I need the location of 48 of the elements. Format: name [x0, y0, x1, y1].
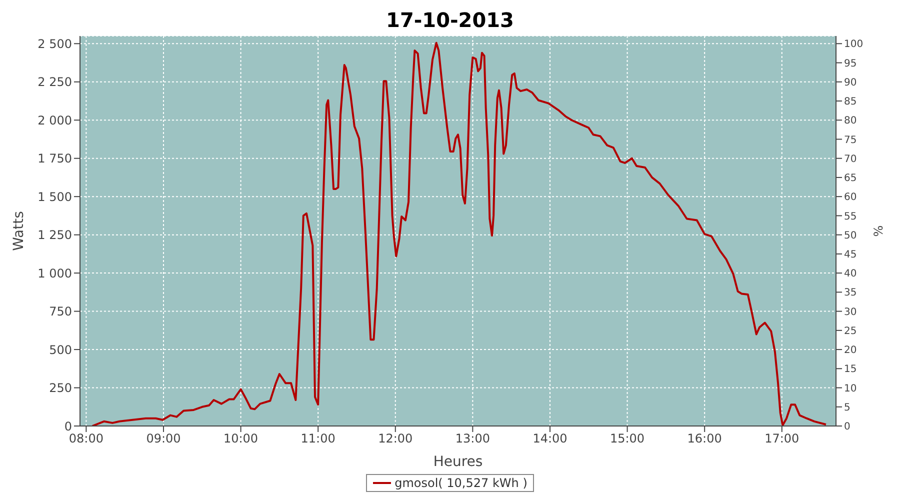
y2-tick-label: 15	[844, 364, 857, 376]
y2-tick-label: 55	[844, 211, 857, 222]
y-tick-label: 1 000	[38, 266, 72, 280]
y2-tick-label: 5	[844, 402, 850, 414]
x-axis-title: Heures	[433, 454, 483, 470]
y2-tick-label: 10	[844, 383, 857, 394]
y-tick-label: 750	[49, 304, 72, 319]
y-tick-label: 250	[49, 381, 72, 396]
y2-tick-label: 95	[844, 58, 857, 70]
y2-tick-label: 45	[844, 249, 857, 260]
x-tick-label: 10:00	[223, 432, 258, 446]
x-tick-label: 14:00	[532, 432, 568, 446]
y2-tick-label: 40	[844, 268, 857, 280]
y2-tick-label: 85	[844, 96, 857, 108]
y2-tick-label: 80	[844, 116, 857, 127]
y-tick-label: 1 500	[38, 190, 72, 204]
y-tick-label: 2 250	[38, 75, 72, 90]
x-tick-label: 08:00	[68, 432, 104, 446]
line-series	[91, 42, 827, 426]
y2-axis-title: %	[871, 225, 886, 237]
y2-tick-label: 75	[844, 134, 857, 146]
y-tick-label: 1 250	[38, 228, 72, 242]
y2-tick-label: 50	[844, 230, 857, 242]
x-tick-label: 09:00	[146, 432, 181, 446]
y2-tick-label: 30	[844, 306, 857, 318]
x-tick-label: 16:00	[687, 432, 722, 446]
y2-tick-label: 90	[844, 77, 857, 88]
y-tick-label: 2 000	[38, 113, 72, 128]
y-tick-label: 2 500	[38, 36, 72, 51]
y-axis-title: Watts	[10, 211, 27, 251]
chart-title: 17-10-2013	[385, 8, 515, 34]
y2-tick-label: 0	[844, 422, 850, 433]
y2-tick-label: 35	[844, 288, 857, 299]
y2-tick-label: 20	[844, 345, 857, 356]
y2-tick-label: 25	[844, 326, 857, 337]
legend-label: gmosol( 10,527 kWh )	[394, 476, 528, 490]
x-tick-label: 11:00	[300, 432, 336, 446]
x-tick-label: 12:00	[378, 432, 413, 446]
y2-tick-label: 65	[844, 173, 857, 184]
y-tick-label: 1 750	[38, 152, 72, 166]
y-tick-label: 500	[49, 342, 72, 357]
x-tick-label: 17:00	[764, 432, 800, 446]
x-tick-label: 13:00	[455, 432, 490, 446]
x-tick-label: 15:00	[610, 432, 645, 446]
y2-tick-label: 100	[844, 39, 864, 50]
y-tick-label: 0	[64, 419, 72, 434]
y2-tick-label: 70	[844, 154, 857, 165]
y2-tick-label: 60	[844, 192, 857, 204]
